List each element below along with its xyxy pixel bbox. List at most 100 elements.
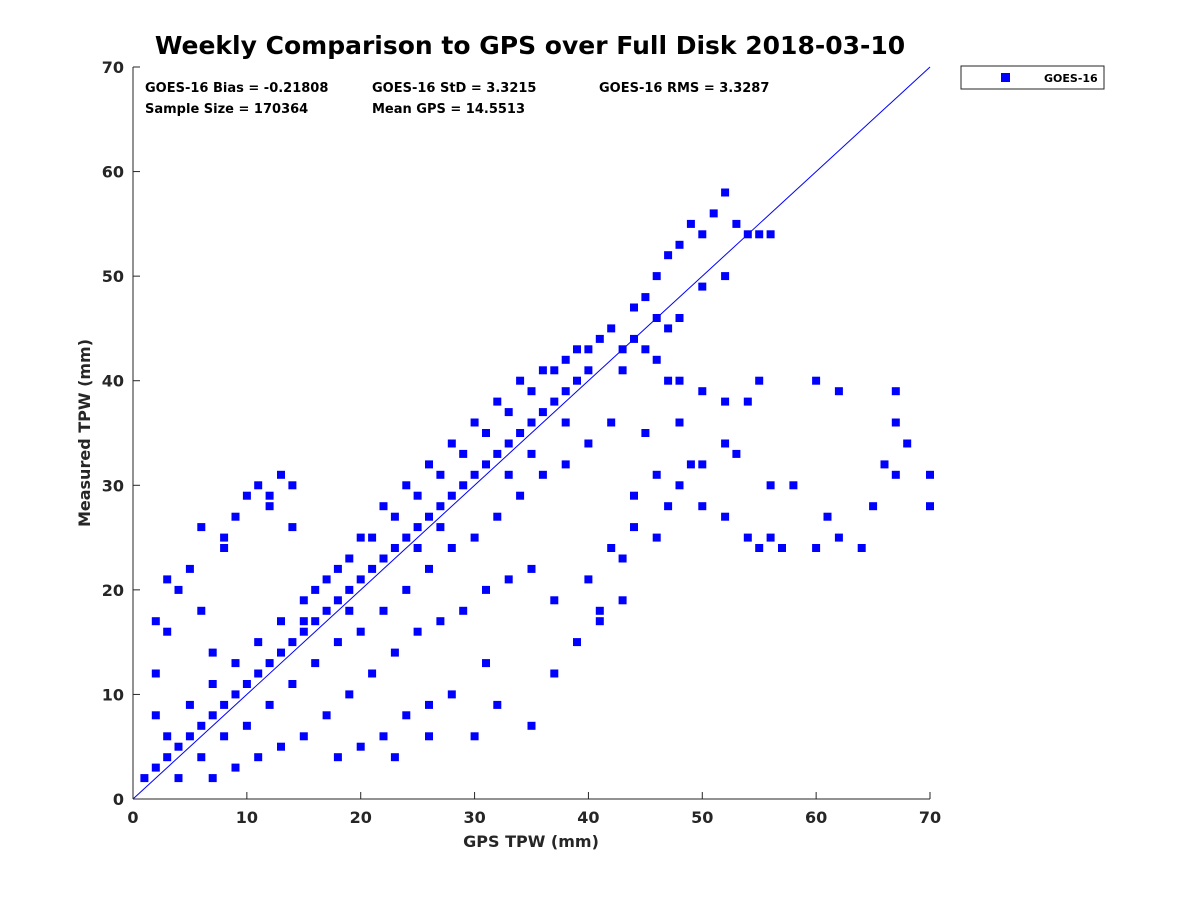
data-point [504, 470, 513, 479]
data-point [652, 470, 661, 479]
data-point [151, 669, 160, 678]
data-point [675, 376, 684, 385]
data-point [891, 418, 900, 427]
data-point [208, 711, 217, 720]
data-point [425, 460, 433, 469]
data-point [618, 554, 627, 563]
data-point [812, 544, 821, 552]
data-point [527, 418, 536, 427]
data-point [857, 544, 866, 552]
y-tick-label: 20 [102, 581, 124, 600]
data-point [891, 387, 900, 396]
data-point [755, 376, 764, 385]
data-point [470, 732, 479, 741]
y-tick-label: 40 [102, 372, 124, 391]
stat-rms: GOES-16 RMS = 3.3287 [599, 81, 769, 96]
data-point [333, 638, 342, 647]
data-point [721, 272, 730, 281]
data-point [345, 554, 354, 563]
data-point [550, 397, 559, 406]
data-point [595, 617, 604, 626]
data-point [595, 606, 604, 615]
data-point [550, 366, 559, 375]
data-point [436, 502, 445, 511]
data-point [242, 721, 251, 730]
data-point [151, 711, 160, 720]
reference-line [132, 66, 931, 800]
data-point [163, 575, 172, 584]
legend: GOES-16 [960, 65, 1105, 90]
data-point [766, 533, 775, 542]
data-point [652, 355, 661, 364]
data-point [174, 742, 183, 751]
data-point [755, 230, 764, 239]
x-tick-label: 60 [805, 808, 827, 827]
data-point [425, 564, 433, 573]
data-point [254, 669, 263, 678]
data-point [436, 617, 445, 626]
data-point [265, 659, 274, 668]
data-point [311, 585, 320, 594]
data-point [482, 585, 490, 594]
data-point [197, 523, 206, 532]
data-point [185, 700, 194, 709]
data-point [242, 491, 251, 500]
data-point [607, 418, 616, 427]
y-tick-label: 60 [102, 163, 124, 182]
data-point [231, 690, 240, 699]
data-point [675, 314, 684, 322]
data-point [891, 470, 900, 479]
data-point [584, 366, 593, 375]
data-point [163, 627, 172, 636]
y-axis-label: Measured TPW (mm) [75, 339, 94, 527]
data-point [459, 481, 468, 490]
data-point [333, 596, 342, 605]
data-point [436, 523, 445, 532]
data-point [379, 502, 388, 511]
data-point [163, 732, 172, 741]
data-point [277, 617, 285, 626]
data-point [333, 564, 342, 573]
data-point [288, 523, 297, 532]
data-point [766, 481, 775, 490]
data-point [208, 680, 217, 688]
data-point [732, 219, 741, 228]
data-point [743, 397, 752, 406]
stat-std: GOES-16 StD = 3.3215 [372, 81, 536, 96]
data-point [538, 470, 547, 479]
data-point [265, 700, 274, 709]
data-point [356, 533, 365, 542]
data-point [459, 449, 468, 458]
data-point [766, 230, 775, 239]
data-point [721, 397, 730, 406]
data-point [641, 293, 650, 302]
data-point [174, 774, 183, 783]
data-point [390, 512, 399, 521]
data-point [299, 627, 308, 636]
data-point [869, 502, 878, 511]
data-point [926, 502, 934, 511]
data-point [197, 753, 206, 762]
data-point [584, 345, 593, 354]
data-point [926, 470, 934, 479]
data-point [379, 554, 388, 563]
data-point [686, 460, 695, 469]
x-tick-label: 70 [919, 808, 941, 827]
data-point [447, 544, 456, 552]
data-point [903, 439, 912, 448]
data-point [447, 690, 456, 699]
data-point [516, 376, 525, 385]
data-point [778, 544, 786, 552]
data-point [197, 721, 206, 730]
data-point [265, 491, 274, 500]
legend-box [960, 65, 1105, 90]
y-tick-label: 70 [102, 58, 124, 77]
data-point [425, 700, 433, 709]
data-point [527, 721, 536, 730]
data-point [675, 240, 684, 249]
x-tick-label: 20 [350, 808, 372, 827]
y-axis-ticks: 0 10 20 30 40 50 60 70 [102, 58, 140, 809]
data-point [561, 460, 570, 469]
data-point [151, 763, 160, 772]
